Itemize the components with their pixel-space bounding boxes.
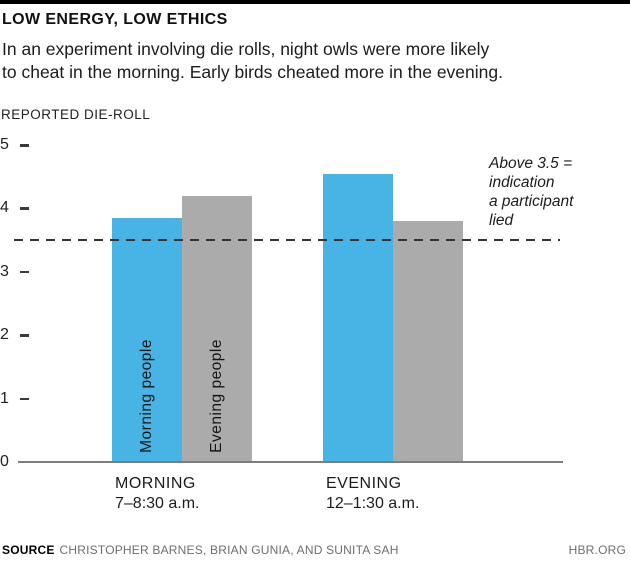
chart-subtitle: In an experiment involving die rolls, ni… — [2, 38, 503, 83]
annotation-line-3: a participant — [489, 193, 574, 210]
bar-morning-morning-people: Morning people — [112, 218, 182, 462]
y-tick-label-0: 0 — [0, 453, 9, 470]
hbr-org-brand: HBR.ORG — [568, 543, 626, 557]
bar-evening-evening-people — [393, 221, 463, 462]
y-tick-mark-3 — [20, 270, 29, 274]
top-border-rule — [0, 0, 630, 4]
bar-series-label: Evening people — [182, 339, 252, 453]
bar-evening-morning-people — [323, 174, 393, 462]
bar-series-label: Morning people — [112, 339, 182, 453]
category-time-range: 12–1:30 a.m. — [326, 494, 420, 512]
x-label-morning: MORNING 7–8:30 a.m. — [115, 474, 200, 513]
reference-line-annotation: Above 3.5 = indication a participant lied — [489, 154, 573, 230]
x-label-evening: EVENING 12–1:30 a.m. — [326, 474, 419, 513]
y-tick-label-4: 4 — [0, 199, 9, 217]
reference-line-3-5 — [14, 239, 560, 242]
source-label: SOURCE — [2, 543, 55, 557]
source-names: CHRISTOPHER BARNES, BRIAN GUNIA, AND SUN… — [59, 543, 399, 557]
y-tick-label-5: 5 — [0, 136, 9, 153]
y-tick-mark-5 — [20, 144, 29, 147]
y-tick-mark-1 — [20, 397, 29, 401]
category-name: EVENING — [326, 475, 402, 492]
series-name-text: Morning people — [138, 339, 155, 453]
bar-morning-evening-people: Evening people — [182, 196, 252, 462]
series-name-text: Evening people — [208, 339, 225, 453]
annotation-line-4: lied — [489, 212, 514, 229]
x-axis-line — [18, 460, 563, 463]
category-name: MORNING — [115, 475, 196, 492]
subtitle-line-2: to cheat in the morning. Early birds che… — [2, 61, 503, 82]
annotation-line-1: Above 3.5 = — [489, 155, 573, 172]
y-tick-label-1: 1 — [0, 389, 9, 407]
source-line: SOURCE CHRISTOPHER BARNES, BRIAN GUNIA, A… — [2, 543, 628, 557]
subtitle-line-1: In an experiment involving die rolls, ni… — [2, 39, 490, 59]
y-tick-label-3: 3 — [0, 262, 9, 280]
y-tick-mark-4 — [20, 207, 29, 210]
category-time-range: 7–8:30 a.m. — [115, 494, 200, 512]
annotation-line-2: indication — [489, 174, 555, 191]
y-axis-title: REPORTED DIE-ROLL — [1, 107, 151, 122]
chart-title: LOW ENERGY, LOW ETHICS — [2, 11, 228, 28]
y-tick-mark-2 — [20, 334, 29, 337]
y-tick-label-2: 2 — [0, 326, 9, 344]
